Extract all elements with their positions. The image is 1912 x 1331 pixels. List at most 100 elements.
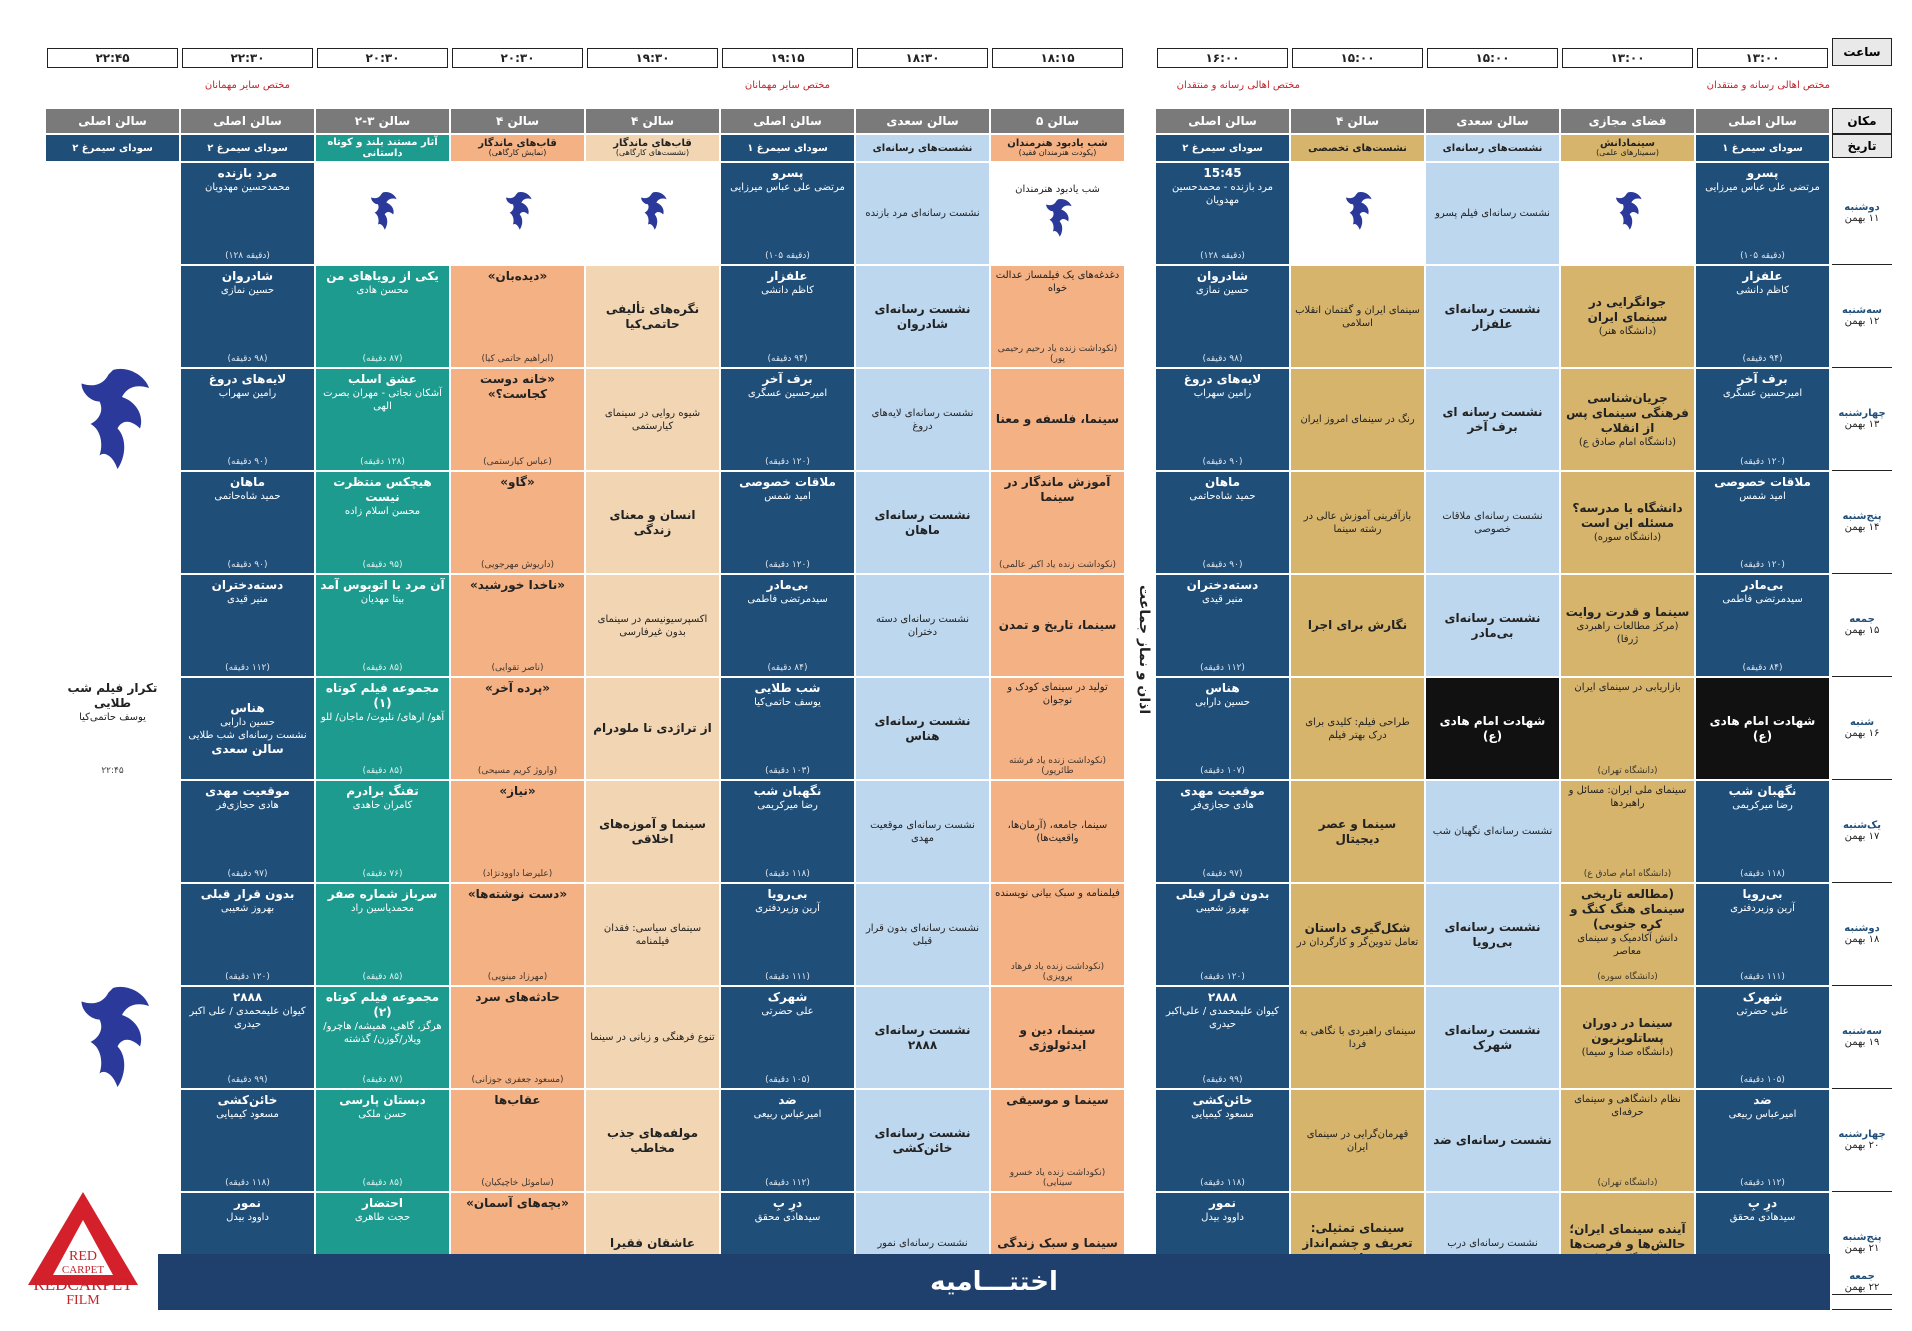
schedule-cell[interactable]: علفزار کاظم دانشی (۹۴ دقیقه) [720,265,855,368]
schedule-cell[interactable]: بی‌مادر سیدمرتضی فاطمی (۸۴ دقیقه) [720,574,855,677]
schedule-cell[interactable]: طراحی فیلم: کلیدی برای درک بهتر فیلم [1290,677,1425,780]
schedule-cell[interactable]: نشست رسانه‌ای مرد بازنده [855,162,990,265]
schedule-cell[interactable]: مولفه‌های جذب مخاطب [585,1089,720,1192]
schedule-cell[interactable]: هناس حسین دارابی (۱۰۷ دقیقه) [1155,677,1290,780]
schedule-cell[interactable]: بی‌رویا آرین وزیردفتری (۱۱۱ دقیقه) [720,883,855,986]
schedule-cell[interactable]: «پرده آخر» (واروژ کریم مسیحی) [450,677,585,780]
schedule-cell[interactable]: یکی از رویاهای من محسن هادی (۸۷ دقیقه) [315,265,450,368]
schedule-cell[interactable]: هیچکس منتظرت نیست محسن اسلام زاده (۹۵ دقیق… [315,471,450,574]
schedule-cell[interactable]: نشست رسانه‌ای هناس [855,677,990,780]
schedule-cell[interactable]: ضد امیرعباس ربیعی (۱۱۲ دقیقه) [720,1089,855,1192]
schedule-cell[interactable]: سینما، جامعه، (آرمان‌ها، واقعیت‌ها) [990,780,1125,883]
schedule-cell[interactable]: خائن‌کشی مسعود کیمیایی (۱۱۸ دقیقه) [180,1089,315,1192]
schedule-cell[interactable]: نظام دانشگاهی و سینمای حرفه‌ای (دانشگاه ت… [1560,1089,1695,1192]
schedule-cell[interactable]: فیلمنامه و سبک بیانی نویسنده (نکوداشت زند… [990,883,1125,986]
schedule-cell[interactable]: نگره‌های تألیفی حاتمی‌کیا [585,265,720,368]
schedule-cell[interactable]: شهرک علی حضرتی (۱۰۵ دقیقه) [1695,986,1830,1089]
schedule-cell[interactable]: نشست رسانه‌ای ملاقات خصوصی [1425,471,1560,574]
schedule-cell[interactable]: ۲۸۸۸ کیوان علیمحمدی / علی اکبر حیدری (۹۹ د… [180,986,315,1089]
schedule-cell[interactable]: سینما، تاریخ و تمدن [990,574,1125,677]
schedule-cell[interactable]: بازاریابی در سینمای ایران (دانشگاه تهران) [1560,677,1695,780]
schedule-cell[interactable]: بدون قرار قبلی بهروز شعیبی (۱۲۰ دقیقه) [1155,883,1290,986]
schedule-cell[interactable]: بدون قرار قبلی بهروز شعیبی (۱۲۰ دقیقه) [180,883,315,986]
schedule-cell[interactable]: جریان‌شناسی فرهنگی سینمای پس از انقلاب (د… [1560,368,1695,471]
schedule-cell[interactable]: حادثه‌های سرد (مسعود جعفری جوزانی) [450,986,585,1089]
schedule-cell[interactable]: برف آخر امیرحسین عسگری (۱۲۰ دقیقه) [1695,368,1830,471]
schedule-cell[interactable]: نشست رسانه‌ای ۲۸۸۸ [855,986,990,1089]
schedule-cell[interactable]: سرباز شماره صفر محمدیاسین راد (۸۵ دقیقه) [315,883,450,986]
schedule-cell[interactable]: تفنگ برادرم کامران حاهدی (۷۶ دقیقه) [315,780,450,883]
schedule-cell[interactable]: قهرمان‌گرایی در سینمای ایران [1290,1089,1425,1192]
schedule-cell[interactable]: نشست رسانه‌ای ضد [1425,1089,1560,1192]
schedule-cell[interactable]: نشست رسانه‌ای بی‌رویا [1425,883,1560,986]
schedule-cell[interactable]: انسان و معنای زندگی [585,471,720,574]
schedule-cell[interactable]: بازآفرینی آموزش عالی در رشته سینما [1290,471,1425,574]
schedule-cell[interactable]: پسرو مرتضی علی عباس میرزایی (دقیقه ۱۰۵) [720,162,855,265]
schedule-cell[interactable]: برف آخر امیرحسین عسگری (۱۲۰ دقیقه) [720,368,855,471]
schedule-cell[interactable]: «دیده‌بان» (ابراهیم حاتمی کیا) [450,265,585,368]
schedule-cell[interactable]: ملاقات خصوصی امید شمس (۱۲۰ دقیقه) [1695,471,1830,574]
schedule-cell[interactable]: ۲۸۸۸ کیوان علیمحمدی / علی‌اکبر حیدری (۹۹ د… [1155,986,1290,1089]
schedule-cell[interactable]: نشست رسانه‌ای شهرک [1425,986,1560,1089]
schedule-cell[interactable]: شب طلایی یوسف حاتمی‌کیا (۱۰۳ دقیقه) [720,677,855,780]
schedule-cell[interactable]: پسرو مرتضی علی عباس میرزایی (دقیقه ۱۰۵) [1695,162,1830,265]
schedule-cell[interactable]: نگهبان شب رضا میرکریمی (۱۱۸ دقیقه) [720,780,855,883]
schedule-cell[interactable]: مجموعه فیلم کوتاه (۲) هرگز، گاهی، همیشه/ … [315,986,450,1089]
schedule-cell[interactable]: جوانگرایی در سینمای ایران (دانشگاه هنر) [1560,265,1695,368]
schedule-cell[interactable]: نشست رسانه‌ای دسته دختران [855,574,990,677]
schedule-cell[interactable]: لایه‌های دروغ رامین سهراب (۹۰ دقیقه) [1155,368,1290,471]
schedule-cell[interactable]: سینما و آموزه‌های اخلاقی [585,780,720,883]
schedule-cell[interactable]: نشست رسانه‌ای لایه‌های دروغ [855,368,990,471]
schedule-cell[interactable]: (مطالعه تاریخی سینمای هنگ کنگ و کره جنوب… [1560,883,1695,986]
schedule-cell[interactable]: دبستان پارسی حسن ملکی (۸۵ دقیقه) [315,1089,450,1192]
schedule-cell[interactable]: سینمای سیاسی: فقدان فیلمنامه [585,883,720,986]
schedule-cell[interactable]: لایه‌های دروغ رامین سهراب (۹۰ دقیقه) [180,368,315,471]
schedule-cell[interactable]: از تراژدی تا ملودرام [585,677,720,780]
schedule-cell[interactable]: ملاقات خصوصی امید شمس (۱۲۰ دقیقه) [720,471,855,574]
schedule-cell[interactable]: تولید در سینمای کودک و نوجوان (نکوداشت زن… [990,677,1125,780]
schedule-cell[interactable]: سینمای راهبردی با نگاهی به فردا [1290,986,1425,1089]
schedule-cell[interactable]: دانشگاه یا مدرسه؟ مسئله این است (دانشگاه … [1560,471,1695,574]
schedule-cell[interactable]: «نیاز» (علیرضا داوودنژاد) [450,780,585,883]
schedule-cell[interactable]: سینما در دوران پساتلویزیون (دانشگاه صدا و… [1560,986,1695,1089]
schedule-cell[interactable]: دغدغه‌های یک فیلمساز عدالت خواه (نکوداشت … [990,265,1125,368]
schedule-cell[interactable]: «گاو» (داریوش مهرجویی) [450,471,585,574]
schedule-cell[interactable]: سینما، دین و ایدئولوژی [990,986,1125,1089]
schedule-cell[interactable]: نشست رسانه‌ای بی‌مادر [1425,574,1560,677]
schedule-cell[interactable]: دسته‌دختران منیر قیدی (۱۱۲ دقیقه) [180,574,315,677]
schedule-cell[interactable]: سینما، فلسفه و معنا [990,368,1125,471]
schedule-cell[interactable]: «خانه دوست کجاست؟» (عباس کیارستمی) [450,368,585,471]
schedule-cell[interactable]: نگهبان شب رضا میرکریمی (۱۱۸ دقیقه) [1695,780,1830,883]
schedule-cell[interactable]: نگارش برای اجرا [1290,574,1425,677]
schedule-cell[interactable]: رنگ در سینمای امروز ایران [1290,368,1425,471]
schedule-cell[interactable]: اکسپرسیونیسم در سینمای بدون غیرفارسی [585,574,720,677]
schedule-cell[interactable]: مرد بازنده محمدحسین مهدویان (دقیقه ۱۲۸) [180,162,315,265]
schedule-cell[interactable]: تنوع فرهنگی و زبانی در سینما [585,986,720,1089]
schedule-cell[interactable]: نشست رسانه‌ای شادروان [855,265,990,368]
schedule-cell[interactable]: «ناخدا خورشید» (ناصر تقوایی) [450,574,585,677]
schedule-cell[interactable]: سینما و عصر دیجیتال [1290,780,1425,883]
schedule-cell[interactable]: موقعیت مهدی هادی حجازی‌فر (۹۷ دقیقه) [180,780,315,883]
schedule-cell[interactable]: ماهان حمید شاه‌حاتمی (۹۰ دقیقه) [180,471,315,574]
schedule-cell[interactable]: شادروان حسین نمازی (۹۸ دقیقه) [1155,265,1290,368]
schedule-cell[interactable]: سینمای ملی ایران: مسائل و راهبردها (دانشگ… [1560,780,1695,883]
schedule-cell[interactable]: شادروان حسین نمازی (۹۸ دقیقه) [180,265,315,368]
schedule-cell[interactable]: سینما و قدرت روایت (مرکز مطالعات راهبردی … [1560,574,1695,677]
schedule-cell[interactable]: آن مرد با اتوبوس آمد بیتا مهدیان (۸۵ دقیقه… [315,574,450,677]
schedule-cell[interactable]: بی‌رویا آرین وزیردفتری (۱۱۱ دقیقه) [1695,883,1830,986]
schedule-cell[interactable]: نشست رسانه‌ای علفزار [1425,265,1560,368]
schedule-cell[interactable]: موقعیت مهدی هادی حجازی‌فر (۹۷ دقیقه) [1155,780,1290,883]
schedule-cell[interactable]: عشق اسلب آشکان نجاتی - مهران بصرت الهی (۱۲… [315,368,450,471]
schedule-cell[interactable]: شیوه روایی در سینمای کیارستمی [585,368,720,471]
schedule-cell[interactable]: خائن‌کشی مسعود کیمیایی (۱۱۸ دقیقه) [1155,1089,1290,1192]
schedule-cell[interactable]: هناس حسین دارابی نشست رسانه‌ای شب طلایی سال… [180,677,315,780]
schedule-cell[interactable]: آموزش ماندگار در سینما (نکوداشت زنده یاد … [990,471,1125,574]
schedule-cell[interactable]: نشست رسانه‌ای نگهبان شب [1425,780,1560,883]
schedule-cell[interactable]: ضد امیرعباس ربیعی (۱۱۲ دقیقه) [1695,1089,1830,1192]
schedule-cell[interactable]: «دست نوشته‌ها» (مهرزاد مینویی) [450,883,585,986]
schedule-cell[interactable]: نشست رسانه‌ای موقعیت مهدی [855,780,990,883]
schedule-cell[interactable]: سینمای ایران و گفتمان انقلاب اسلامی [1290,265,1425,368]
schedule-cell[interactable]: علفزار کاظم دانشی (۹۴ دقیقه) [1695,265,1830,368]
schedule-cell[interactable]: نشست رسانه ای برف آخر [1425,368,1560,471]
schedule-cell[interactable]: 15:45 مرد بازنده - محمدحسین مهدویان (دقیقه… [1155,162,1290,265]
